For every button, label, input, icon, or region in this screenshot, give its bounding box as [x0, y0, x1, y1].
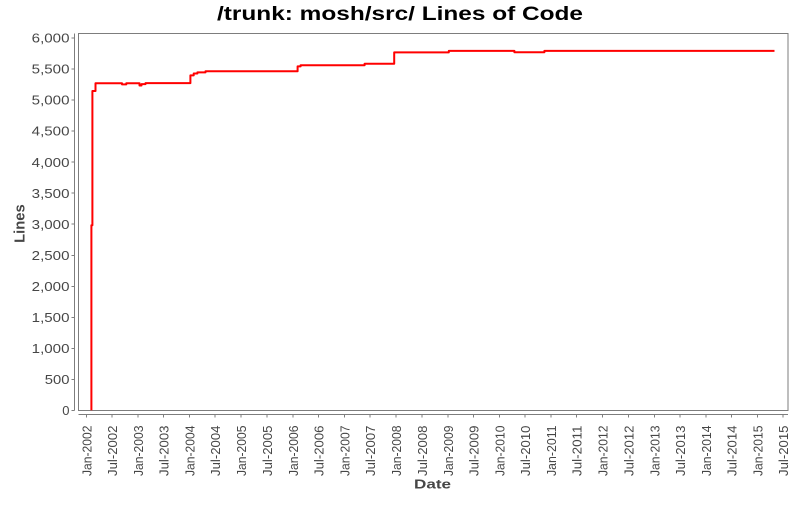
svg-text:4,000: 4,000: [32, 155, 70, 170]
svg-text:Jan-2015: Jan-2015: [751, 426, 766, 477]
svg-text:Jan-2014: Jan-2014: [699, 426, 714, 477]
svg-text:Jan-2010: Jan-2010: [492, 426, 507, 477]
svg-text:Jan-2003: Jan-2003: [131, 426, 146, 477]
svg-text:2,000: 2,000: [32, 279, 70, 294]
svg-text:Jul-2004: Jul-2004: [208, 426, 223, 477]
svg-text:Jul-2012: Jul-2012: [621, 426, 636, 477]
svg-text:Jul-2006: Jul-2006: [311, 426, 326, 477]
svg-text:3,000: 3,000: [32, 217, 70, 232]
svg-text:Jul-2013: Jul-2013: [673, 426, 688, 477]
svg-text:Date: Date: [414, 476, 451, 491]
svg-text:1,000: 1,000: [32, 341, 70, 356]
svg-text:2,500: 2,500: [32, 248, 70, 263]
svg-text:Jan-2013: Jan-2013: [647, 426, 662, 477]
svg-text:Jan-2007: Jan-2007: [337, 426, 352, 477]
svg-text:Jul-2007: Jul-2007: [363, 426, 378, 477]
svg-text:Jul-2014: Jul-2014: [725, 426, 740, 477]
svg-text:Jan-2012: Jan-2012: [596, 426, 611, 477]
svg-text:5,500: 5,500: [32, 62, 70, 77]
svg-text:Jul-2009: Jul-2009: [466, 426, 481, 477]
svg-text:500: 500: [45, 372, 70, 387]
svg-text:Jan-2009: Jan-2009: [441, 426, 456, 477]
svg-text:Jan-2004: Jan-2004: [183, 426, 198, 477]
svg-text:6,000: 6,000: [32, 31, 70, 46]
svg-text:Jul-2008: Jul-2008: [415, 426, 430, 477]
svg-text:5,000: 5,000: [32, 93, 70, 108]
svg-text:Jul-2003: Jul-2003: [157, 426, 172, 477]
svg-text:Lines: Lines: [12, 204, 29, 243]
svg-text:/trunk: mosh/src/ Lines of Cod: /trunk: mosh/src/ Lines of Code: [217, 4, 583, 25]
svg-text:3,500: 3,500: [32, 186, 70, 201]
svg-text:Jul-2010: Jul-2010: [518, 426, 533, 477]
svg-text:Jul-2005: Jul-2005: [260, 426, 275, 477]
svg-text:Jan-2002: Jan-2002: [79, 426, 94, 477]
svg-text:Jan-2011: Jan-2011: [544, 426, 559, 477]
svg-text:Jul-2015: Jul-2015: [776, 426, 791, 477]
svg-text:Jan-2008: Jan-2008: [389, 426, 404, 477]
svg-text:4,500: 4,500: [32, 124, 70, 139]
svg-text:1,500: 1,500: [32, 310, 70, 325]
svg-text:0: 0: [62, 403, 69, 418]
svg-text:Jul-2011: Jul-2011: [570, 426, 585, 477]
svg-text:Jul-2002: Jul-2002: [105, 426, 120, 477]
svg-text:Jan-2005: Jan-2005: [234, 426, 249, 477]
svg-text:Jan-2006: Jan-2006: [286, 426, 301, 477]
